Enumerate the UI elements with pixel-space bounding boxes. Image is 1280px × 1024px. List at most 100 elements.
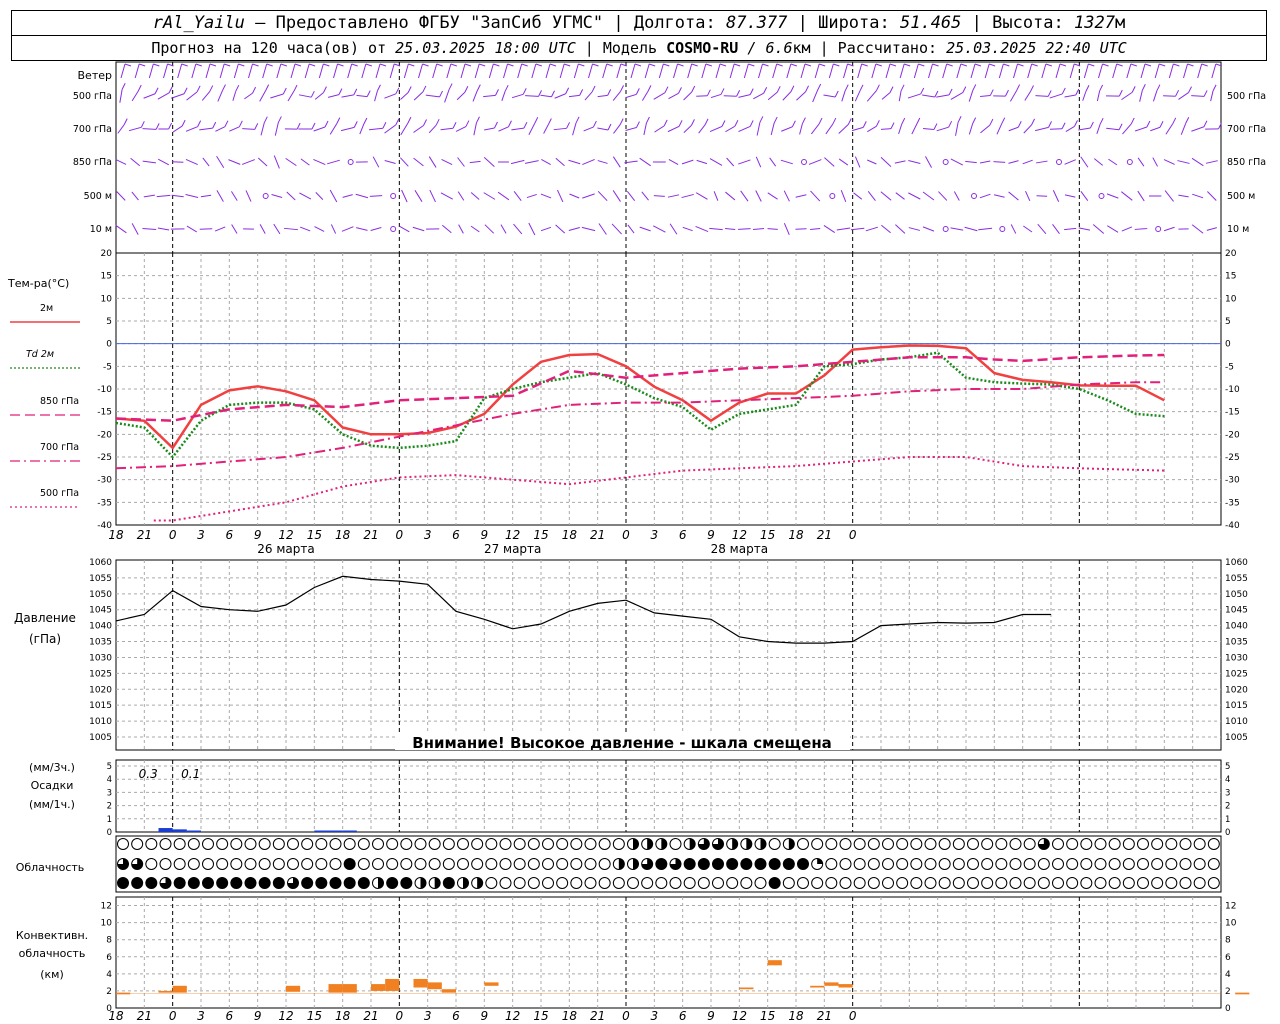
cloud-circle [754, 877, 767, 889]
wind-barb [1159, 63, 1166, 67]
cloud-cover-icon [967, 838, 979, 850]
x-tick-label-bottom: 15 [760, 1009, 775, 1023]
wind-barb [853, 192, 863, 200]
wind-barb [1159, 121, 1164, 128]
wind-barb [299, 192, 312, 200]
cloud-circle [272, 858, 285, 870]
wind-barb [534, 117, 539, 124]
prec-y-tick-right: 5 [1225, 762, 1230, 772]
wind-barb [455, 126, 467, 132]
wind-barb [678, 120, 683, 127]
cloud-cover-icon [797, 877, 809, 889]
cloud-fill [633, 838, 639, 850]
cloud-cover-icon [202, 858, 214, 870]
model-name: COSMO-RU [666, 39, 739, 57]
wind-barb [115, 224, 127, 234]
wind-barb [384, 93, 397, 99]
wind-barb [1131, 86, 1136, 93]
cloud-circle [442, 858, 455, 870]
wind-barb [1036, 160, 1048, 164]
wind-barb [928, 63, 933, 79]
wind-barb [721, 120, 726, 127]
cloud-cover-icon [202, 877, 214, 889]
conv-y-tick-right: 12 [1225, 902, 1236, 912]
pres-y-tick: 1020 [89, 685, 112, 695]
wind-barb [582, 158, 595, 166]
wind-barb [1013, 63, 1018, 79]
wind-barb [140, 121, 145, 128]
cloud-cover-icon [1023, 877, 1036, 889]
cloud-cover-icon [301, 877, 314, 889]
wind-level-label: 500 м [84, 191, 112, 202]
cloud-cover-icon [1009, 838, 1022, 850]
wind-level-label: 850 гПа [73, 157, 112, 168]
wind-barb [828, 63, 834, 79]
cloud-cover-icon [1066, 838, 1079, 850]
cloud-cover-icon [1165, 838, 1178, 850]
wind-barb [143, 93, 156, 99]
cloud-cover-icon [1137, 858, 1149, 870]
wind-barb [647, 85, 652, 92]
wind-barb [1092, 224, 1105, 234]
temp-y-tick: 0 [106, 340, 112, 350]
cloud-circle [1052, 858, 1064, 870]
wind-barb [653, 92, 666, 100]
wind-barb [185, 194, 199, 198]
wind-barb [1023, 124, 1032, 134]
precip-bar [342, 830, 357, 832]
wind-barb [1191, 126, 1205, 132]
wind-barb [957, 115, 962, 123]
conv-y-tick-right: 8 [1225, 936, 1231, 946]
wind-barb [168, 86, 173, 94]
conv-cloud-bar [484, 982, 499, 986]
wind-barb [566, 122, 571, 129]
wind-barb [918, 63, 925, 67]
wind-barb [330, 224, 337, 234]
cloud-cover-icon [1080, 858, 1093, 870]
conv-cloud-bar [413, 978, 428, 988]
wind-barb [800, 63, 806, 79]
cloud-cover-icon [981, 858, 994, 870]
wind-barb [324, 120, 329, 128]
cloud-circle [173, 838, 186, 850]
wind-barb [955, 122, 959, 136]
wind-barb [832, 117, 837, 125]
wind-barb [1078, 227, 1091, 231]
wind-barb [498, 126, 509, 132]
cloud-circle [967, 877, 979, 889]
wind-barb [805, 85, 810, 92]
cloud-circle [740, 877, 753, 889]
wind-barb [399, 157, 409, 167]
cloud-cover-icon [216, 877, 229, 889]
wind-barb [850, 227, 865, 231]
cloud-cover-icon [258, 838, 271, 850]
wind-barb [200, 194, 212, 198]
wind-barb [1048, 121, 1052, 128]
wind-barb [681, 193, 694, 199]
cloud-circle [938, 877, 951, 889]
wind-barb [624, 160, 638, 164]
wind-barb [474, 63, 480, 79]
cloud-cover-icon [230, 858, 243, 870]
cloud-cover-icon [697, 838, 710, 850]
wind-barb [414, 190, 423, 202]
cloud-cover-icon [202, 838, 214, 850]
wind-barb [142, 128, 157, 130]
wind-barb [372, 156, 380, 168]
cloud-circle [357, 838, 370, 850]
wind-barb [773, 116, 778, 124]
x-tick-label: 3 [424, 528, 432, 542]
cloud-cover-icon [570, 838, 583, 850]
cloud-cover-icon [839, 858, 852, 870]
cloud-fill [131, 877, 143, 889]
wind-barb [241, 159, 256, 165]
cloud-circle [1179, 877, 1192, 889]
wind-barb [1201, 63, 1208, 67]
wind-barb [394, 63, 401, 67]
wind-barb [591, 85, 596, 93]
wind-barb [540, 226, 552, 232]
wind-barb [233, 63, 239, 79]
wind-barb [612, 91, 621, 101]
conv-y-tick-right: 0 [1225, 1004, 1231, 1014]
cloud-fill [463, 877, 469, 889]
